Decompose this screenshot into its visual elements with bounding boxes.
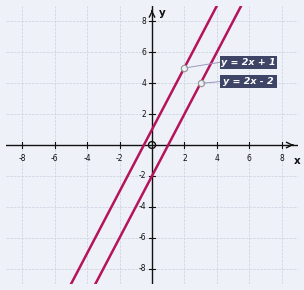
Text: 4: 4 (141, 79, 146, 88)
Text: -2: -2 (116, 153, 123, 162)
Text: 2: 2 (142, 110, 146, 119)
Text: y = 2x + 1: y = 2x + 1 (221, 58, 276, 67)
Text: y: y (158, 8, 165, 18)
Text: y = 2x - 2: y = 2x - 2 (223, 77, 274, 86)
Text: 8: 8 (142, 17, 146, 26)
FancyBboxPatch shape (220, 56, 277, 69)
Text: -6: -6 (51, 153, 59, 162)
Text: -6: -6 (139, 233, 146, 242)
Text: x: x (294, 156, 300, 166)
Text: 6: 6 (141, 48, 146, 57)
FancyBboxPatch shape (220, 75, 277, 88)
Text: 4: 4 (214, 153, 219, 162)
Text: -2: -2 (139, 171, 146, 180)
Text: -8: -8 (139, 264, 146, 273)
Text: 6: 6 (247, 153, 252, 162)
Text: 2: 2 (182, 153, 187, 162)
Text: -8: -8 (19, 153, 26, 162)
Text: -4: -4 (83, 153, 91, 162)
Text: -4: -4 (139, 202, 146, 211)
Text: 8: 8 (279, 153, 284, 162)
